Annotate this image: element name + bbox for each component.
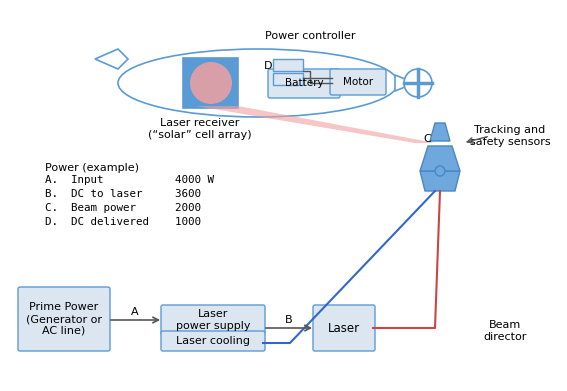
FancyBboxPatch shape [183,58,238,108]
FancyBboxPatch shape [330,69,386,95]
Text: Tracking and
safety sensors: Tracking and safety sensors [469,125,551,147]
Text: A.  Input           4000 W: A. Input 4000 W [45,175,214,185]
Text: Power controller: Power controller [265,31,356,41]
FancyBboxPatch shape [161,331,265,351]
Text: A: A [131,307,139,317]
Text: Laser cooling: Laser cooling [176,336,250,346]
Polygon shape [430,123,450,141]
FancyBboxPatch shape [273,73,303,85]
FancyBboxPatch shape [161,305,265,335]
Ellipse shape [190,62,232,104]
Circle shape [435,166,445,176]
Text: Laser
power supply: Laser power supply [176,309,250,331]
Text: Beam
director: Beam director [483,320,527,342]
Polygon shape [95,49,128,69]
Polygon shape [420,146,460,171]
Text: Laser receiver
(“solar” cell array): Laser receiver (“solar” cell array) [148,118,252,140]
Text: B.  DC to laser     3600: B. DC to laser 3600 [45,189,201,199]
Circle shape [404,69,432,97]
Polygon shape [420,171,460,191]
Text: C.  Beam power      2000: C. Beam power 2000 [45,203,201,213]
Text: Battery: Battery [285,79,323,88]
Polygon shape [196,106,435,143]
Ellipse shape [118,49,398,117]
Text: Motor: Motor [343,77,373,87]
Text: C: C [423,134,431,144]
FancyBboxPatch shape [313,305,375,351]
FancyBboxPatch shape [268,69,340,98]
Text: B: B [285,315,293,325]
FancyBboxPatch shape [18,287,110,351]
Text: D: D [264,61,272,71]
Polygon shape [395,75,415,91]
Text: Power (example): Power (example) [45,163,139,173]
Text: Prime Power
(Generator or
AC line): Prime Power (Generator or AC line) [26,302,102,335]
Text: D.  DC delivered    1000: D. DC delivered 1000 [45,217,201,227]
FancyBboxPatch shape [273,59,303,71]
Text: Laser: Laser [328,321,360,334]
